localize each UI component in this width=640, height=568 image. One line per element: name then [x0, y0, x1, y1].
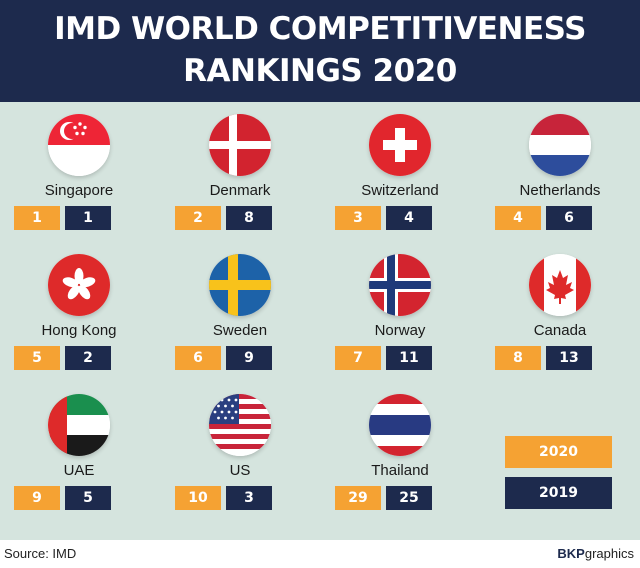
legend-2019: 2019: [505, 477, 612, 509]
rank-2020-badge: 2: [175, 206, 221, 230]
source-text: Source: IMD: [4, 546, 77, 561]
credit-suffix: graphics: [584, 546, 634, 561]
legend-2020: 2020: [505, 436, 612, 468]
country-name: Sweden: [212, 322, 268, 339]
country-card-switzerland: Switzerland 3 4: [325, 114, 475, 254]
credit-text: BKPgraphics: [557, 546, 634, 561]
rank-2019-badge: 2: [65, 346, 111, 370]
country-card-singapore: Singapore 1 1: [4, 114, 154, 254]
country-name: Singapore: [44, 182, 114, 199]
credit-brand: BKP: [557, 546, 585, 561]
uae-flag-icon: [48, 394, 110, 456]
rank-2019-badge: 25: [386, 486, 432, 510]
country-name: US: [229, 462, 251, 479]
country-name: Thailand: [371, 462, 429, 479]
rank-2019-badge: 1: [65, 206, 111, 230]
rank-2020-badge: 1: [14, 206, 60, 230]
us-flag-icon: [209, 394, 271, 456]
rank-2019-badge: 13: [546, 346, 592, 370]
hong-kong-flag-icon: [48, 254, 110, 316]
rank-2020-badge: 9: [14, 486, 60, 510]
country-card-canada: Canada 8 13: [485, 254, 635, 394]
country-card-denmark: Denmark 2 8: [165, 114, 315, 254]
rank-2019-badge: 4: [386, 206, 432, 230]
rank-2020-badge: 6: [175, 346, 221, 370]
title-line-2: RANKINGS 2020: [183, 53, 457, 89]
rank-2020-badge: 8: [495, 346, 541, 370]
rankings-panel: Singapore 1 1 Denmark 2 8 Switzerland 3 …: [0, 102, 640, 540]
country-name: Norway: [374, 322, 426, 339]
rank-2020-badge: 5: [14, 346, 60, 370]
norway-flag-icon: [369, 254, 431, 316]
country-card-uae: UAE 9 5: [4, 394, 154, 534]
title-line-1: IMD WORLD COMPETITIVENESS: [54, 11, 586, 47]
country-card-norway: Norway 7 11: [325, 254, 475, 394]
rank-2019-badge: 9: [226, 346, 272, 370]
rank-2020-badge: 29: [335, 486, 381, 510]
rank-2020-badge: 4: [495, 206, 541, 230]
country-card-hong-kong: Hong Kong 5 2: [4, 254, 154, 394]
footer: Source: IMD BKPgraphics: [0, 540, 640, 568]
sweden-flag-icon: [209, 254, 271, 316]
canada-flag-icon: [529, 254, 591, 316]
country-name: Netherlands: [519, 182, 601, 199]
switzerland-flag-icon: [369, 114, 431, 176]
country-name: Denmark: [209, 182, 271, 199]
country-name: UAE: [63, 462, 95, 479]
rank-2020-badge: 7: [335, 346, 381, 370]
rank-2019-badge: 5: [65, 486, 111, 510]
netherlands-flag-icon: [529, 114, 591, 176]
rank-2019-badge: 8: [226, 206, 272, 230]
country-card-thailand: Thailand 29 25: [325, 394, 475, 534]
singapore-flag-icon: [48, 114, 110, 176]
country-card-netherlands: Netherlands 4 6: [485, 114, 635, 254]
rank-2019-badge: 3: [226, 486, 272, 510]
country-card-sweden: Sweden 6 9: [165, 254, 315, 394]
thailand-flag-icon: [369, 394, 431, 456]
country-name: Hong Kong: [41, 322, 117, 339]
rank-2020-badge: 3: [335, 206, 381, 230]
title-banner: IMD WORLD COMPETITIVENESS RANKINGS 2020: [0, 0, 640, 102]
denmark-flag-icon: [209, 114, 271, 176]
rank-2019-badge: 11: [386, 346, 432, 370]
country-name: Switzerland: [361, 182, 439, 199]
rank-2019-badge: 6: [546, 206, 592, 230]
rank-2020-badge: 10: [175, 486, 221, 510]
country-name: Canada: [533, 322, 587, 339]
country-card-us: US 10 3: [165, 394, 315, 534]
